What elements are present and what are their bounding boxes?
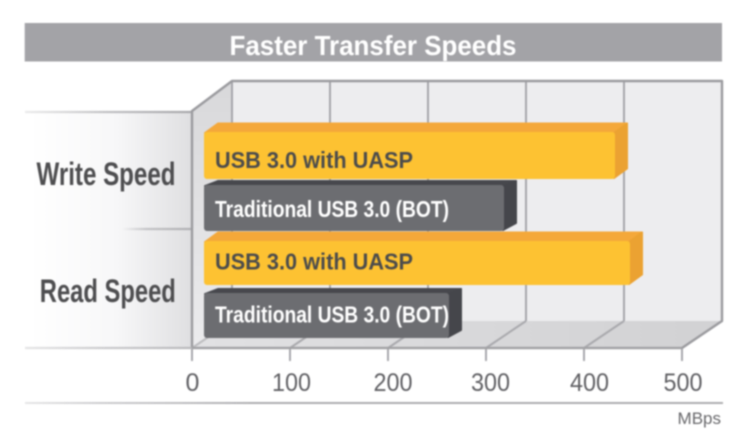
svg-text:MBps: MBps xyxy=(678,409,721,428)
svg-text:USB 3.0 with UASP: USB 3.0 with UASP xyxy=(215,249,413,275)
svg-text:500: 500 xyxy=(664,369,703,397)
svg-text:400: 400 xyxy=(570,369,609,397)
svg-text:USB 3.0 with UASP: USB 3.0 with UASP xyxy=(215,147,413,173)
svg-text:100: 100 xyxy=(272,369,311,397)
svg-text:Traditional USB 3.0 (BOT): Traditional USB 3.0 (BOT) xyxy=(215,196,449,222)
svg-text:Faster Transfer Speeds: Faster Transfer Speeds xyxy=(230,30,517,61)
svg-text:Read Speed: Read Speed xyxy=(40,273,176,309)
svg-text:0: 0 xyxy=(186,369,200,397)
svg-text:300: 300 xyxy=(471,369,510,397)
svg-text:Write Speed: Write Speed xyxy=(37,156,176,192)
svg-text:200: 200 xyxy=(374,369,413,397)
svg-text:Traditional USB 3.0 (BOT): Traditional USB 3.0 (BOT) xyxy=(215,302,449,328)
